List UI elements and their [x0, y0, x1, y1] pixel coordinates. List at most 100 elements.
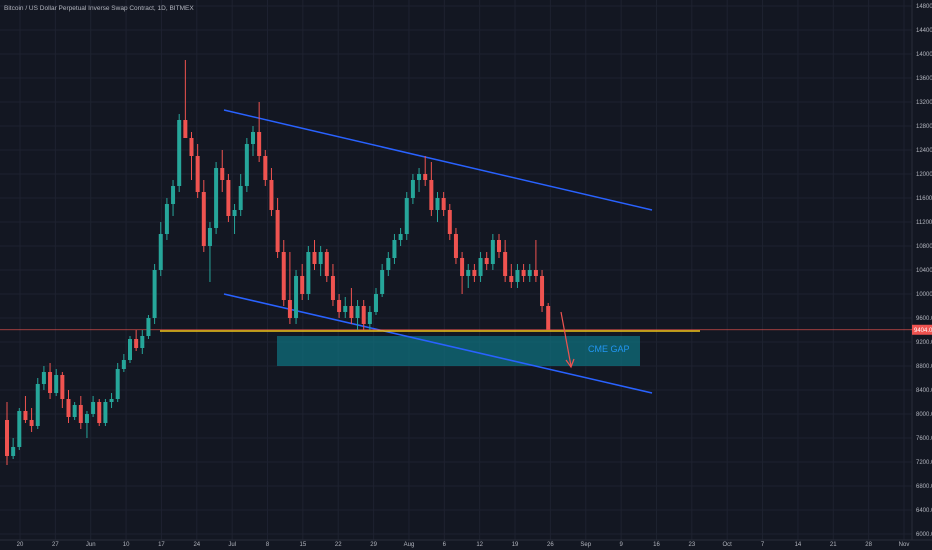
time-tick-label: 26 [547, 542, 554, 548]
price-tick-label: 10000.0 [916, 292, 932, 298]
candle-body [312, 252, 317, 264]
price-tick-label: 9200.0 [916, 340, 932, 346]
candle-body [17, 411, 22, 447]
time-tick-label: 8 [266, 542, 270, 548]
candle-body [429, 180, 434, 210]
candle-body [60, 375, 65, 399]
price-tick-label: 8400.0 [916, 388, 932, 394]
candle-body [472, 270, 477, 276]
candle-body [281, 252, 286, 300]
candle-body [324, 252, 329, 276]
candle-body [78, 405, 83, 423]
time-tick-label: 15 [300, 542, 307, 548]
candle-body [515, 270, 520, 282]
time-tick-label: 16 [653, 542, 660, 548]
chart-title: Bitcoin / US Dollar Perpetual Inverse Sw… [4, 5, 194, 12]
price-tick-label: 11200.0 [916, 220, 932, 226]
candle-body [398, 234, 403, 240]
candle-body [318, 252, 323, 264]
candle-body [380, 270, 385, 294]
time-tick-label: Jun [86, 542, 96, 548]
time-tick-label: 6 [443, 542, 447, 548]
candle-body [533, 270, 538, 276]
time-tick-label: Aug [404, 542, 415, 548]
candle-body [232, 210, 237, 216]
candle-body [294, 276, 299, 318]
time-tick-label: Sep [580, 542, 591, 548]
candle-body [361, 306, 366, 324]
candle-body [460, 258, 465, 276]
price-tick-label: 6400.0 [916, 508, 932, 514]
candle-body [189, 138, 194, 156]
candle-body [152, 270, 157, 318]
price-tick-label: 10400.0 [916, 268, 932, 274]
candle-body [343, 306, 348, 312]
candle-body [121, 360, 126, 369]
candle-body [263, 156, 268, 180]
channel-upper-line [223, 109, 653, 211]
candle-body [497, 240, 501, 252]
candle-body [269, 180, 274, 210]
candle-body [11, 447, 16, 456]
candle-body [207, 228, 212, 246]
candle-body [540, 276, 545, 306]
projection-arrow [560, 311, 572, 367]
time-tick-label: 28 [865, 542, 872, 548]
candle-body [423, 174, 428, 180]
candle-body [54, 375, 59, 393]
cme-gap-box [277, 336, 640, 366]
time-tick-label: 29 [370, 542, 377, 548]
candle-body [509, 276, 514, 282]
candle-body [171, 186, 176, 204]
candle-body [41, 372, 46, 384]
candle-body [484, 258, 489, 264]
time-tick-label: 20 [17, 542, 24, 548]
candle-body [251, 132, 255, 144]
price-tick-label: 6000.0 [916, 532, 932, 538]
candle-body [72, 405, 77, 417]
candle-body [257, 132, 262, 156]
price-tick-label: 8000.0 [916, 412, 932, 418]
price-tick-label: 14000.0 [916, 52, 932, 58]
candle-body [226, 180, 231, 216]
candle-body [91, 402, 96, 414]
time-tick-label: 24 [193, 542, 200, 548]
candle-body [29, 420, 34, 426]
time-tick-label: 21 [830, 542, 837, 548]
candle-body [109, 399, 114, 402]
time-tick-label: 19 [512, 542, 519, 548]
candle-body [128, 339, 132, 360]
price-tick-label: 13200.0 [916, 100, 932, 106]
candle-body [140, 336, 145, 348]
candle-body [238, 186, 243, 210]
price-tick-label: 12000.0 [916, 172, 932, 178]
time-tick-label: 23 [688, 542, 695, 548]
candle-body [478, 258, 483, 276]
candle-body [195, 156, 200, 192]
candle-body [453, 234, 458, 258]
candle-body [134, 339, 139, 348]
candle-body [330, 276, 335, 300]
projection-arrowhead [565, 358, 575, 369]
candle-body [103, 402, 108, 423]
time-tick-label: Nov [899, 542, 910, 548]
price-tick-label: 14400.0 [916, 28, 932, 34]
candle-body [23, 411, 28, 420]
candle-body [220, 168, 225, 180]
candle-body [275, 210, 280, 252]
price-tick-label: 12800.0 [916, 124, 932, 130]
time-tick-label: 22 [335, 542, 342, 548]
last-price-tag [912, 324, 932, 335]
price-tick-label: 8800.0 [916, 364, 932, 370]
candle-body [367, 312, 372, 324]
candle-body [441, 198, 446, 210]
price-tick-label: 9600.0 [916, 316, 932, 322]
candle-body [447, 210, 452, 234]
time-tick-label: 27 [52, 542, 59, 548]
time-tick-label: 14 [795, 542, 802, 548]
price-tick-label: 6800.0 [916, 484, 932, 490]
candle-body [490, 240, 495, 264]
